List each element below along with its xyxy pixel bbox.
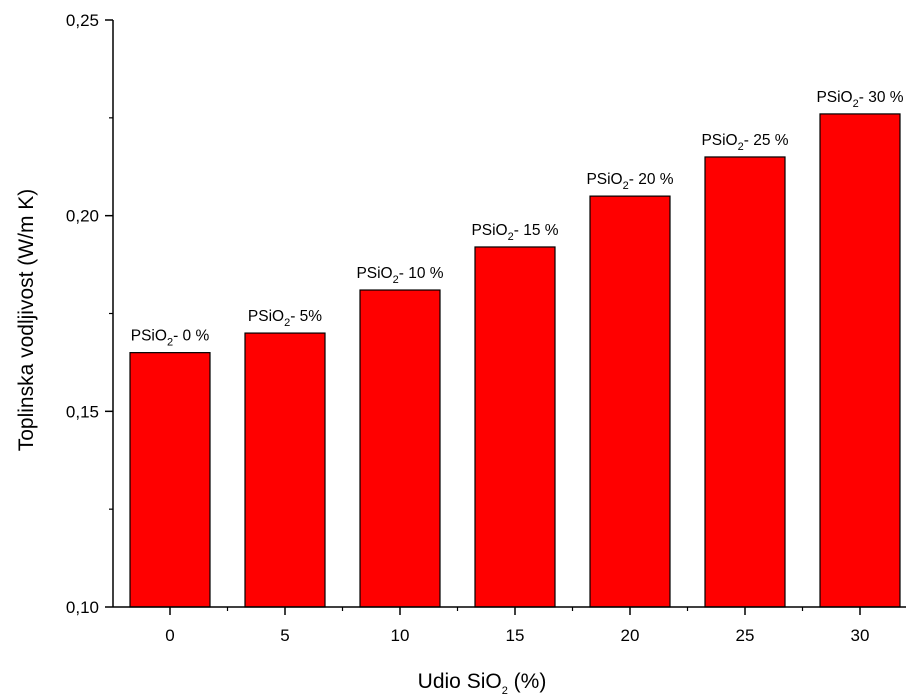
bar-label-30: PSiO2- 30 %	[816, 89, 903, 110]
x-tick-label: 20	[621, 626, 640, 645]
x-tick-label: 25	[736, 626, 755, 645]
x-axis-title: Udio SiO2 (%)	[418, 670, 547, 694]
x-tick-label: 15	[506, 626, 525, 645]
bar-15	[474, 246, 556, 608]
bar-label-subscript: 2	[284, 317, 290, 329]
bars-layer	[129, 113, 901, 608]
bar-label-percent: - 20 %	[629, 171, 674, 188]
bar-10	[359, 289, 441, 608]
bar-label-10: PSiO2- 10 %	[356, 265, 443, 286]
x-tick-label: 0	[165, 626, 174, 645]
bar-label-subscript: 2	[738, 141, 744, 153]
bar-20	[589, 195, 671, 608]
bar-label-5: PSiO2- 5%	[248, 308, 322, 329]
bar-label-subscript: 2	[623, 180, 629, 192]
x-tick-label: 30	[851, 626, 870, 645]
bar-5	[244, 332, 326, 608]
bar-label-subscript: 2	[167, 337, 173, 349]
x-axis-title-unit: (%)	[508, 670, 547, 693]
bar-label-main: PSiO	[131, 328, 167, 345]
bar-label-main: PSiO	[816, 89, 852, 106]
bar-label-percent: - 0 %	[173, 328, 209, 345]
bar-label-subscript: 2	[508, 231, 514, 243]
y-tick-label: 0,10	[66, 598, 99, 617]
bar-labels-layer: PSiO2- 0 %PSiO2- 5%PSiO2- 10 %PSiO2- 15 …	[131, 89, 904, 349]
y-tick-label: 0,20	[66, 207, 99, 226]
y-axis-title: Toplinska vodljivost (W/m K)	[15, 189, 38, 452]
bar-label-subscript: 2	[853, 98, 859, 110]
x-tick-label: 5	[280, 626, 289, 645]
y-tick-label: 0,15	[66, 402, 99, 421]
x-axis-title-main: Udio SiO	[418, 670, 502, 693]
bar-label-main: PSiO	[586, 171, 622, 188]
bar-30	[819, 113, 901, 608]
bar-25	[704, 156, 786, 608]
bar-label-15: PSiO2- 15 %	[471, 222, 558, 243]
bar-label-0: PSiO2- 0 %	[131, 328, 210, 349]
bar-label-main: PSiO	[248, 308, 284, 325]
bar-label-subscript: 2	[393, 274, 399, 286]
bar-label-percent: - 5%	[290, 308, 322, 325]
ticks-layer: 0,10 0,15 0,20 0,25 0 5 10 15 20 25 30	[66, 11, 870, 645]
y-tick-label: 0,25	[66, 11, 99, 30]
bar-label-20: PSiO2- 20 %	[586, 171, 673, 192]
x-tick-label: 10	[391, 626, 410, 645]
bar-label-percent: - 10 %	[399, 265, 444, 282]
bar-0	[129, 352, 211, 608]
bar-label-main: PSiO	[471, 222, 507, 239]
bar-label-25: PSiO2- 25 %	[701, 132, 788, 153]
bar-label-main: PSiO	[356, 265, 392, 282]
bar-label-percent: - 30 %	[859, 89, 904, 106]
x-axis-title-subscript: 2	[502, 685, 508, 694]
bar-label-main: PSiO	[701, 132, 737, 149]
bar-label-percent: - 15 %	[514, 222, 559, 239]
bar-label-percent: - 25 %	[744, 132, 789, 149]
